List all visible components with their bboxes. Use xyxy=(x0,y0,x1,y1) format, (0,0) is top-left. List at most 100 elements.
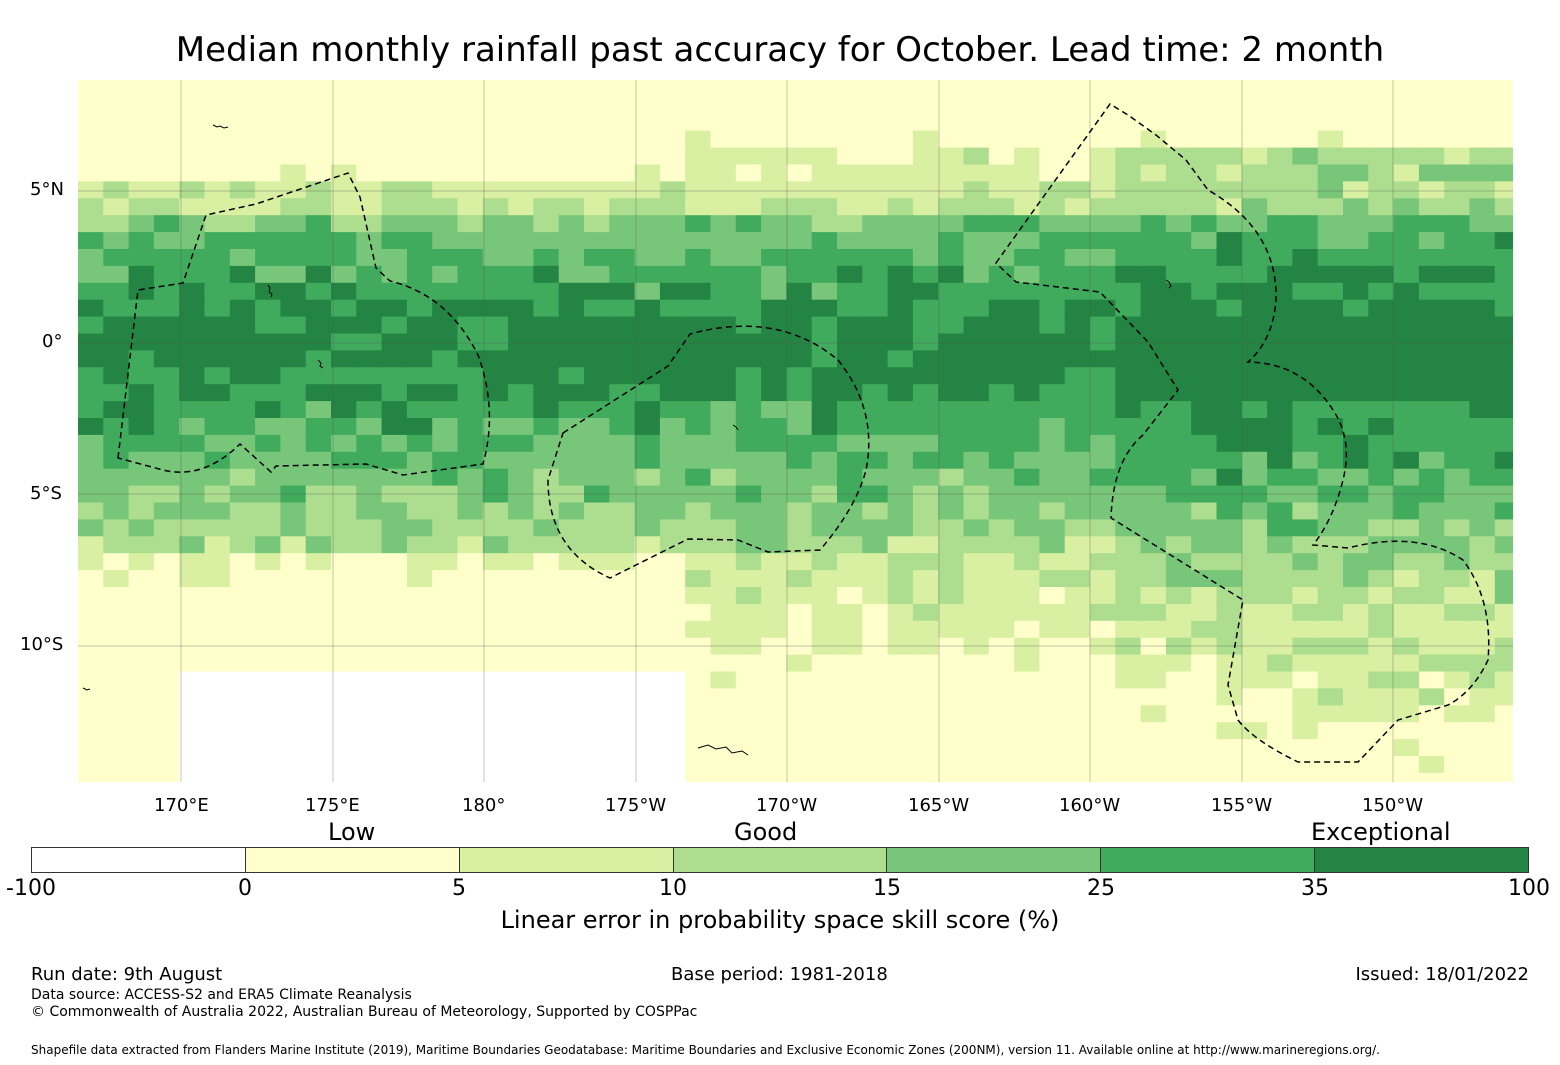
grid-cell xyxy=(128,570,155,588)
grid-cell xyxy=(1039,96,1066,115)
grid-cell xyxy=(659,519,686,537)
grid-cell xyxy=(1014,688,1040,706)
copyright-notice: © Commonwealth of Australia 2022, Austra… xyxy=(31,1004,698,1020)
grid-cell xyxy=(1064,688,1091,706)
grid-cell xyxy=(1165,333,1192,351)
grid-cell xyxy=(558,570,585,588)
grid-cell xyxy=(204,688,231,706)
grid-cell xyxy=(735,722,762,740)
grid-cell xyxy=(837,502,863,520)
grid-cell xyxy=(887,502,914,520)
grid-cell xyxy=(1090,637,1116,656)
grid-cell xyxy=(1191,688,1218,706)
grid-cell xyxy=(381,401,408,419)
grid-cell xyxy=(887,232,914,250)
grid-cell xyxy=(1368,468,1395,487)
grid-cell xyxy=(482,722,509,740)
grid-cell xyxy=(457,249,484,267)
grid-cell xyxy=(1418,249,1445,267)
grid-cell xyxy=(912,739,939,757)
grid-cell xyxy=(786,772,813,782)
grid-cell xyxy=(1393,570,1420,588)
grid-cell xyxy=(584,739,610,757)
grid-cell xyxy=(811,130,838,149)
grid-cell xyxy=(78,434,104,453)
grid-cell xyxy=(1469,688,1496,706)
grid-cell xyxy=(1090,130,1116,149)
grid-cell xyxy=(1444,130,1471,149)
grid-cell xyxy=(938,350,965,368)
grid-cell xyxy=(634,164,661,182)
grid-cell xyxy=(1343,367,1369,385)
grid-cell xyxy=(1014,130,1040,149)
lat-label-10s: 10°S xyxy=(20,634,64,655)
grid-cell xyxy=(508,80,534,98)
grid-cell xyxy=(786,384,813,402)
grid-cell xyxy=(735,198,762,216)
grid-cell xyxy=(204,570,231,588)
grid-cell xyxy=(811,451,838,470)
grid-cell xyxy=(1469,603,1496,622)
grid-cell xyxy=(1191,299,1218,318)
grid-cell xyxy=(103,418,130,436)
grid-cell xyxy=(1165,113,1192,132)
grid-cell xyxy=(255,654,281,673)
grid-cell xyxy=(558,772,585,782)
grid-cell xyxy=(659,434,686,453)
grid-cell xyxy=(533,587,560,605)
grid-cell xyxy=(1444,367,1471,385)
grid-cell xyxy=(1267,130,1293,149)
grid-cell xyxy=(558,722,585,740)
grid-cell xyxy=(811,603,838,622)
grid-cell xyxy=(862,418,889,436)
grid-cell xyxy=(1115,654,1142,673)
grid-cell xyxy=(584,401,610,419)
grid-cell xyxy=(1292,603,1319,622)
grid-cell xyxy=(153,553,180,571)
grid-cell xyxy=(1064,333,1091,351)
grid-cell xyxy=(128,80,155,98)
grid-cell xyxy=(761,739,787,757)
grid-cell xyxy=(533,299,560,318)
grid-cell xyxy=(1064,519,1091,537)
grid-cell xyxy=(1317,333,1344,351)
grid-cell xyxy=(482,164,509,182)
grid-cell xyxy=(457,637,484,656)
grid-cell xyxy=(811,215,838,233)
grid-cell xyxy=(988,232,1015,250)
grid-cell xyxy=(204,130,231,149)
grid-cell xyxy=(887,637,914,656)
grid-cell xyxy=(356,722,383,740)
grid-cell xyxy=(103,772,130,782)
grid-cell xyxy=(305,198,332,216)
grid-cell xyxy=(356,249,383,267)
grid-cell xyxy=(659,249,686,267)
grid-cell xyxy=(862,722,889,740)
grid-cell xyxy=(78,384,104,402)
grid-cell xyxy=(811,333,838,351)
grid-cell xyxy=(356,756,383,774)
grid-cell xyxy=(1191,451,1218,470)
grid-cell xyxy=(331,147,357,166)
grid-cell xyxy=(659,705,686,723)
grid-cell xyxy=(432,553,459,571)
grid-cell xyxy=(988,603,1015,622)
grid-cell xyxy=(1090,553,1116,571)
grid-cell xyxy=(1317,96,1344,115)
grid-cell xyxy=(331,164,357,182)
grid-cell xyxy=(988,265,1015,284)
grid-cell xyxy=(1039,434,1066,453)
grid-cell xyxy=(482,80,509,98)
grid-cell xyxy=(887,519,914,537)
grid-cell xyxy=(1317,739,1344,757)
grid-cell xyxy=(1267,536,1293,554)
grid-cell xyxy=(331,96,357,115)
grid-cell xyxy=(887,722,914,740)
grid-cell xyxy=(938,316,965,335)
grid-cell xyxy=(1115,130,1142,149)
grid-cell xyxy=(609,265,636,284)
grid-cell xyxy=(381,198,408,216)
grid-cell xyxy=(103,282,130,301)
grid-cell xyxy=(912,401,939,419)
grid-cell xyxy=(331,671,357,689)
